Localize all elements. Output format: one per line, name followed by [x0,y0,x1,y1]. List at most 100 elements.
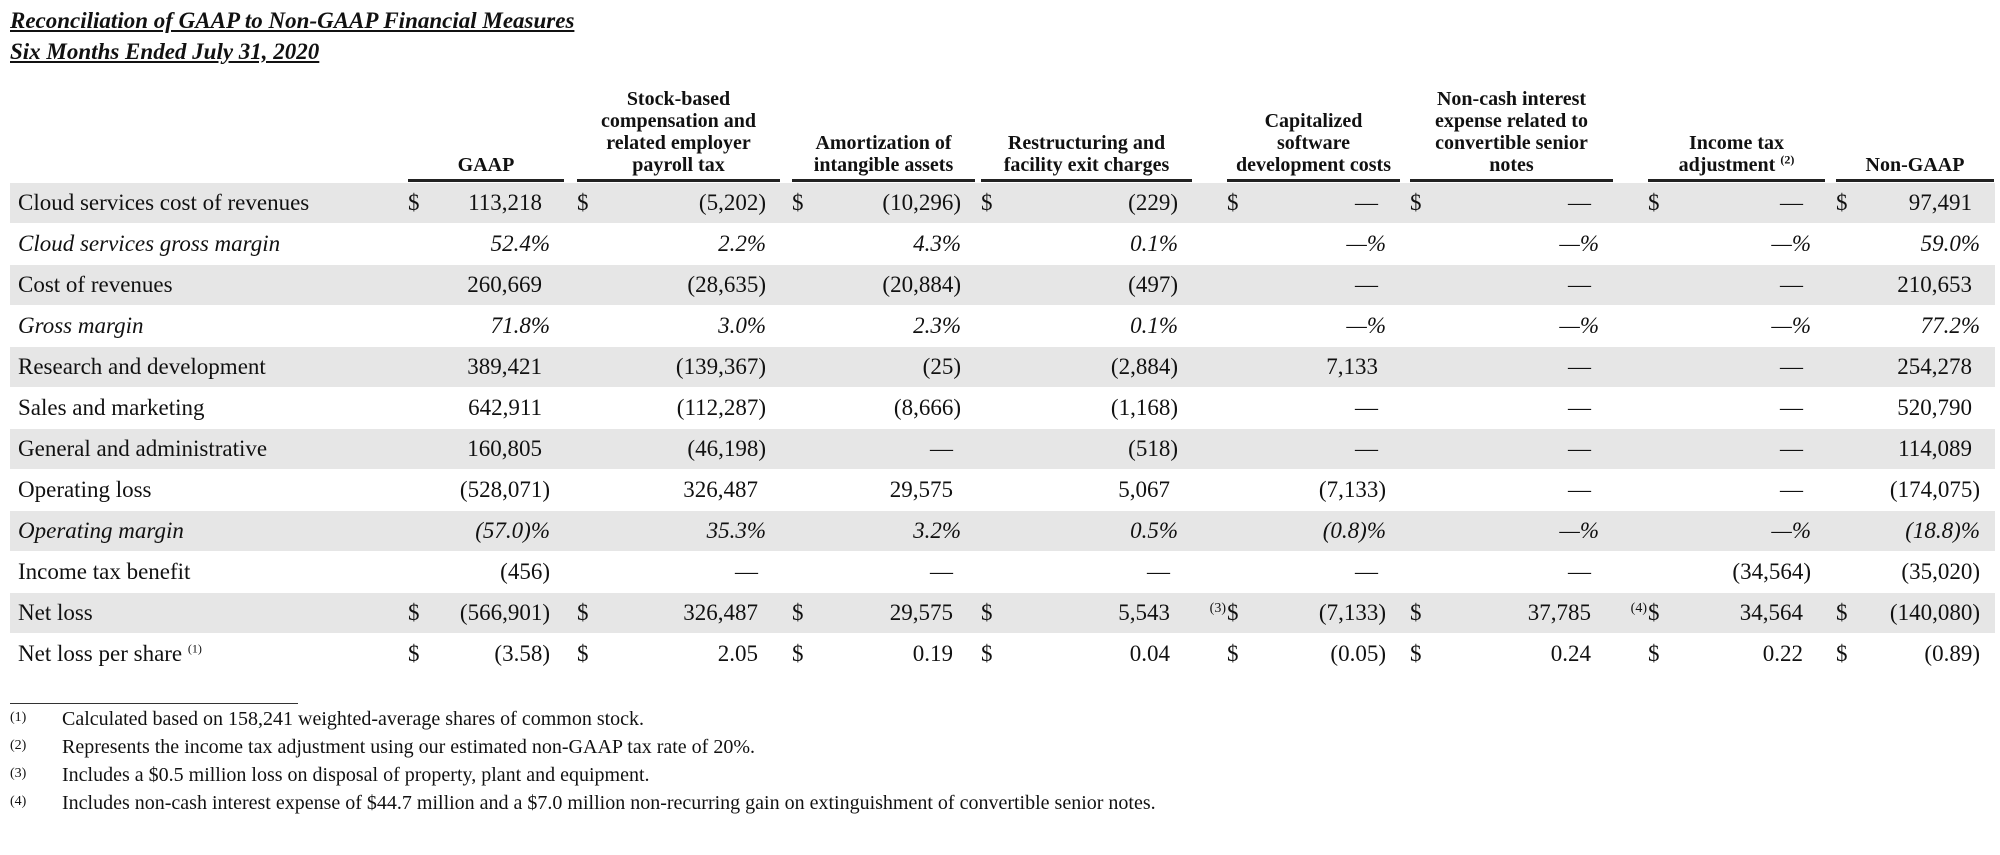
table-cell: 210,653 [1836,265,1994,305]
table-cell: — [1227,388,1400,428]
footnote-text: Calculated based on 158,241 weighted-ave… [62,708,645,730]
table-cell: $0.04 [981,634,1192,674]
row-label-text: Operating loss [18,477,152,502]
cell-value: 34,564 [1740,593,1803,633]
cell-value: — [1780,470,1803,510]
cell-number: 0.1 [1130,231,1159,256]
cell-value: — [1355,183,1378,223]
column-label: Stock-based compensation and related emp… [600,88,757,176]
cell-number: 5,543 [1118,600,1170,625]
currency-symbol: $ [1410,641,1422,666]
cell-value: (1,168) [1111,388,1178,428]
table-cell: — [577,552,780,592]
footnote-text: Includes a $0.5 million loss on disposal… [62,764,650,786]
row-label: Sales and marketing [18,388,205,428]
currency-symbol: $ [1648,600,1660,625]
currency-symbol: $ [792,641,804,666]
table-row: Income tax benefit (456) — — — — — (34,564) (35,… [10,552,1995,593]
row-label: Net loss per share (1) [18,634,202,674]
cell-value: 5,067 [1118,470,1170,510]
table-cell: —% [1410,224,1613,264]
cell-number: — [930,436,953,461]
table-cell: —% [1410,306,1613,346]
cell-number: (25) [922,354,961,379]
table-cell: — [1410,265,1613,305]
cell-number: (456) [500,559,550,584]
cell-value: (35,020) [1901,552,1980,592]
cell-value: 0.22 [1763,634,1803,674]
table-cell: — [1227,429,1400,469]
cell-number: 4.3 [913,231,942,256]
cell-value: (7,133) [1319,593,1386,633]
cell-number: (1,168) [1110,395,1178,420]
table-cell: — [1410,470,1613,510]
cell-unit: % [941,313,961,338]
cell-number: 29,575 [889,477,953,502]
currency-symbol: $ [1227,641,1239,666]
table-cell: — [792,552,975,592]
cell-unit: % [530,231,550,256]
cell-number: — [1568,354,1591,379]
currency-symbol: $ [577,641,589,666]
cell-number: — [1346,313,1367,338]
table-cell: $ (140,080) [1836,593,1994,633]
currency-symbol: $ [1836,190,1848,215]
currency-symbol: $ [1410,600,1422,625]
row-label-text: Income tax benefit [18,559,191,584]
cell-value: 326,487 [683,470,758,510]
currency-symbol: $ [1648,190,1660,215]
table-cell: 326,487 [577,470,780,510]
cell-unit: % [1960,313,1980,338]
cell-value: (566,901) [460,593,550,633]
table-cell: (456) [408,552,564,592]
cell-number: — [1355,272,1378,297]
column-header: Restructuring and facility exit charges [981,132,1192,182]
cell-value: — [1568,347,1591,387]
cell-number: (34,564) [1732,559,1811,584]
table-cell: — [792,429,975,469]
cell-value: 160,805 [467,429,542,469]
column-header: Income tax adjustment (2) [1648,132,1825,182]
table-cell: (139,367) [577,347,780,387]
cell-number: 326,487 [683,600,758,625]
cell-number: (229) [1128,190,1178,215]
table-cell: 114,089 [1836,429,1994,469]
cell-value: — [1568,429,1591,469]
cell-number: — [1780,354,1803,379]
cell-value: —% [1559,511,1599,551]
cell-number: — [1355,395,1378,420]
table-cell: $29,575 [792,593,975,633]
cell-number: (112,287) [676,395,766,420]
column-header-text: Capitalized software development costs [1232,110,1395,176]
cell-number: 5,067 [1118,477,1170,502]
title: Reconciliation of GAAP to Non-GAAP Finan… [10,8,575,33]
table-row: Operating loss (528,071) 326,487 29,575 5,06… [10,470,1995,511]
cell-note: (4) [1631,589,1647,629]
cell-number: — [1780,436,1803,461]
currency-symbol: $ [577,190,589,215]
cell-value: — [1568,470,1591,510]
table-cell: — [981,552,1192,592]
cell-value: (2,884) [1111,347,1178,387]
cell-number: — [1568,436,1591,461]
table-cell: — [1410,429,1613,469]
cell-value: 114,089 [1898,429,1972,469]
row-label: Research and development [18,347,266,387]
table-cell: 3.0% [577,306,780,346]
row-label-text: Net loss [18,600,93,625]
table-cell: $113,218 [408,183,564,223]
cell-value: — [930,552,953,592]
cell-number: — [1771,518,1792,543]
cell-number: 0.22 [1762,641,1803,666]
table-cell: (112,287) [577,388,780,428]
cell-value: 0.1% [1130,224,1178,264]
cell-number: (0.05) [1330,641,1386,666]
table-row: Cost of revenues 260,669 (28,635) (20,884) (… [10,265,1995,306]
cell-value: 97,491 [1909,183,1972,223]
column-label: Non-cash interest expense related to con… [1435,88,1588,176]
cell-number: 35.3 [706,518,747,543]
column-header: Stock-based compensation and related emp… [577,88,780,182]
cell-number: — [1568,272,1591,297]
table-cell: 0.5% [981,511,1192,551]
table-cell: $ (7,133) [1227,593,1400,633]
